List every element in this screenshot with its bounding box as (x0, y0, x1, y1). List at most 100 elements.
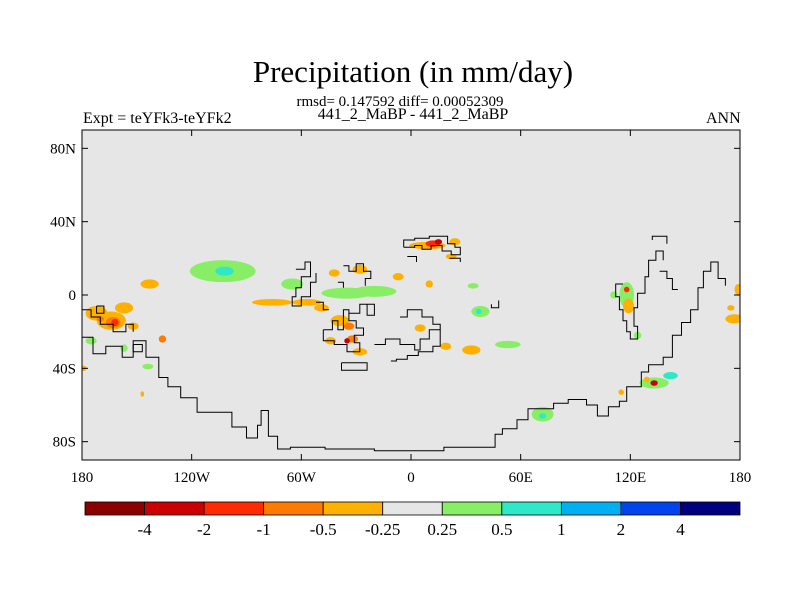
anomaly-patch (330, 315, 349, 327)
anomaly-patch (251, 299, 293, 306)
anomaly-patch (734, 284, 740, 295)
x-tick-label: 120W (173, 470, 211, 486)
colorbar-box (263, 501, 324, 516)
colorbar-label: -4 (137, 520, 152, 539)
anomaly-patch (618, 389, 624, 395)
anomaly-patch (644, 376, 650, 383)
colorbar-box (620, 501, 681, 516)
anomaly-patch (140, 391, 145, 397)
colorbar-box (382, 501, 443, 516)
coastline (400, 309, 441, 330)
x-tick-label: 180 (729, 470, 752, 486)
x-tick-label: 60W (287, 470, 317, 486)
colorbar-box (322, 501, 384, 516)
y-tick-label: 80N (50, 141, 76, 157)
anomaly-patch (158, 335, 167, 343)
coastline (132, 344, 143, 353)
coastline (490, 300, 500, 309)
anomaly-patch (314, 304, 329, 312)
y-tick-label: 40S (53, 361, 76, 377)
x-tick-label: 120E (614, 470, 646, 486)
plot-title: Precipitation (in mm/day) (252, 54, 574, 89)
anomaly-patch (663, 372, 678, 380)
coastline (449, 257, 461, 262)
colorbar-labels: -4 -2 -1 -0.5 -0.25 0.25 0.5 1 2 4 (137, 520, 685, 539)
colorbar-label: -2 (197, 520, 211, 539)
coastline (316, 301, 329, 311)
anomaly-patch (347, 335, 358, 343)
colorbar-label: 4 (676, 520, 685, 539)
latitude-labels: 80N 40N 0 40S 80S (50, 141, 76, 450)
anomaly-patch (462, 345, 481, 355)
anomaly-patch (727, 305, 735, 311)
coastline (343, 263, 372, 286)
anomaly-patch (114, 302, 134, 314)
colorbar-box (144, 501, 205, 516)
coastline (341, 362, 368, 371)
longitude-labels: 180 120W 60W 0 60E 120E 180 (71, 470, 752, 486)
colorbar-label: 0.25 (427, 520, 457, 539)
season-label: ANN (706, 110, 741, 127)
anomaly-patch (538, 413, 547, 419)
coastline (337, 281, 344, 288)
coastline (407, 256, 417, 262)
anomaly-patch (215, 266, 234, 276)
anomaly-patch (467, 283, 479, 289)
anomaly-patch (352, 285, 397, 297)
anomaly-layer (82, 238, 740, 422)
colorbar-label: 2 (617, 520, 626, 539)
coastline (374, 329, 441, 362)
anomaly-patch (725, 314, 740, 324)
coastline (403, 235, 461, 256)
colorbar-box (441, 501, 503, 516)
x-tick-label: 180 (71, 470, 94, 486)
anomaly-patch (111, 318, 119, 327)
coastline (322, 309, 364, 353)
anomaly-patch (120, 344, 128, 352)
rmsd-diff-stats: rmsd= 0.147592 diff= 0.00052309 (296, 94, 504, 110)
y-tick-label: 0 (69, 288, 77, 304)
colorbar-box (501, 501, 562, 516)
anomaly-patch (650, 380, 658, 386)
anomaly-patch (352, 264, 368, 274)
anomaly-patch (610, 291, 618, 299)
anomaly-patch (142, 363, 154, 370)
coastline (96, 305, 105, 314)
colorbar-box (560, 501, 622, 516)
y-tick-label: 80S (53, 435, 76, 451)
axis-ticks (81, 130, 741, 460)
coastline (659, 270, 678, 290)
colorbar-box (680, 501, 741, 516)
anomaly-patch (292, 299, 322, 306)
coastline (82, 309, 134, 333)
anomaly-patch (343, 322, 355, 330)
coastline (651, 235, 668, 244)
colorbar-box (84, 501, 145, 516)
coastline-layer (82, 235, 726, 452)
colorbar-label: 0.5 (491, 520, 512, 539)
coastline (348, 303, 375, 316)
colorbar-label: -1 (257, 520, 271, 539)
anomaly-patch (140, 279, 159, 289)
anomaly-patch (623, 286, 630, 293)
colorbar-label: 1 (557, 520, 566, 539)
y-tick-label: 40N (50, 215, 76, 231)
anomaly-patch (495, 340, 521, 349)
anomaly-patch (434, 239, 443, 245)
colorbar-boxes (84, 501, 741, 516)
colorbar-label: -0.5 (310, 520, 337, 539)
anomaly-patch (475, 308, 482, 315)
x-tick-label: 60E (509, 470, 533, 486)
coastline (615, 250, 664, 340)
x-tick-label: 0 (407, 470, 415, 486)
anomaly-patch (392, 273, 404, 281)
map-background (82, 130, 740, 460)
colorbar-label: -0.25 (365, 520, 400, 539)
case-subtitle: 441_2_MaBP - 441_2_MaBP (317, 106, 509, 123)
coastline (291, 261, 317, 307)
experiment-label: Expt = teYFk3-teYFk2 (83, 110, 232, 127)
anomaly-patch (425, 280, 433, 288)
coastline (82, 261, 726, 452)
anomaly-patch (281, 278, 304, 290)
